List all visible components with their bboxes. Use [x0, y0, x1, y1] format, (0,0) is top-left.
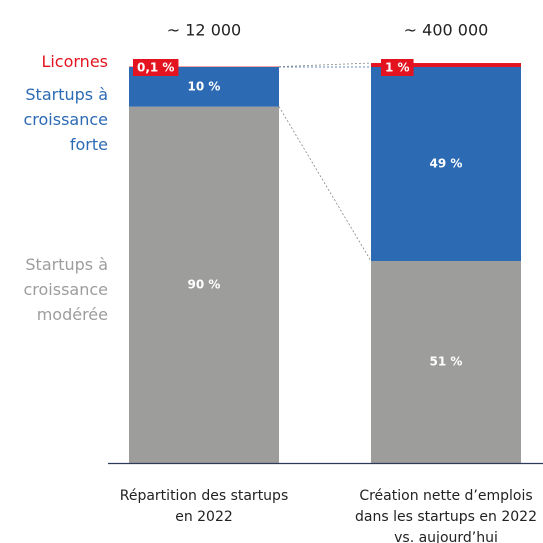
bar-segment — [371, 261, 521, 463]
legend-label: Startups à croissance modérée — [23, 255, 108, 324]
connector — [278, 106, 372, 262]
x-tick-label: Création nette d’emplois dans les startu… — [354, 488, 537, 543]
bar-segment — [371, 67, 521, 262]
value-label-bg — [133, 59, 179, 76]
value-label: 90 % — [188, 277, 221, 291]
bar-segment — [129, 106, 279, 463]
value-label: 49 % — [430, 157, 463, 171]
legend-label: Licornes — [41, 52, 108, 71]
value-label: 0,1 % — [137, 61, 174, 75]
value-label: 51 % — [430, 355, 463, 369]
value-label: 10 % — [188, 79, 221, 93]
value-label: 1 % — [385, 61, 410, 75]
total-label: ~ 400 000 — [404, 21, 489, 40]
legend-label: Startups à croissance forte — [23, 85, 108, 154]
connector — [278, 62, 372, 68]
bar-segment — [371, 63, 521, 67]
value-label-bg — [381, 59, 414, 76]
x-tick-label: Répartition des startups en 2022 — [119, 488, 289, 525]
total-label: ~ 12 000 — [167, 21, 241, 40]
